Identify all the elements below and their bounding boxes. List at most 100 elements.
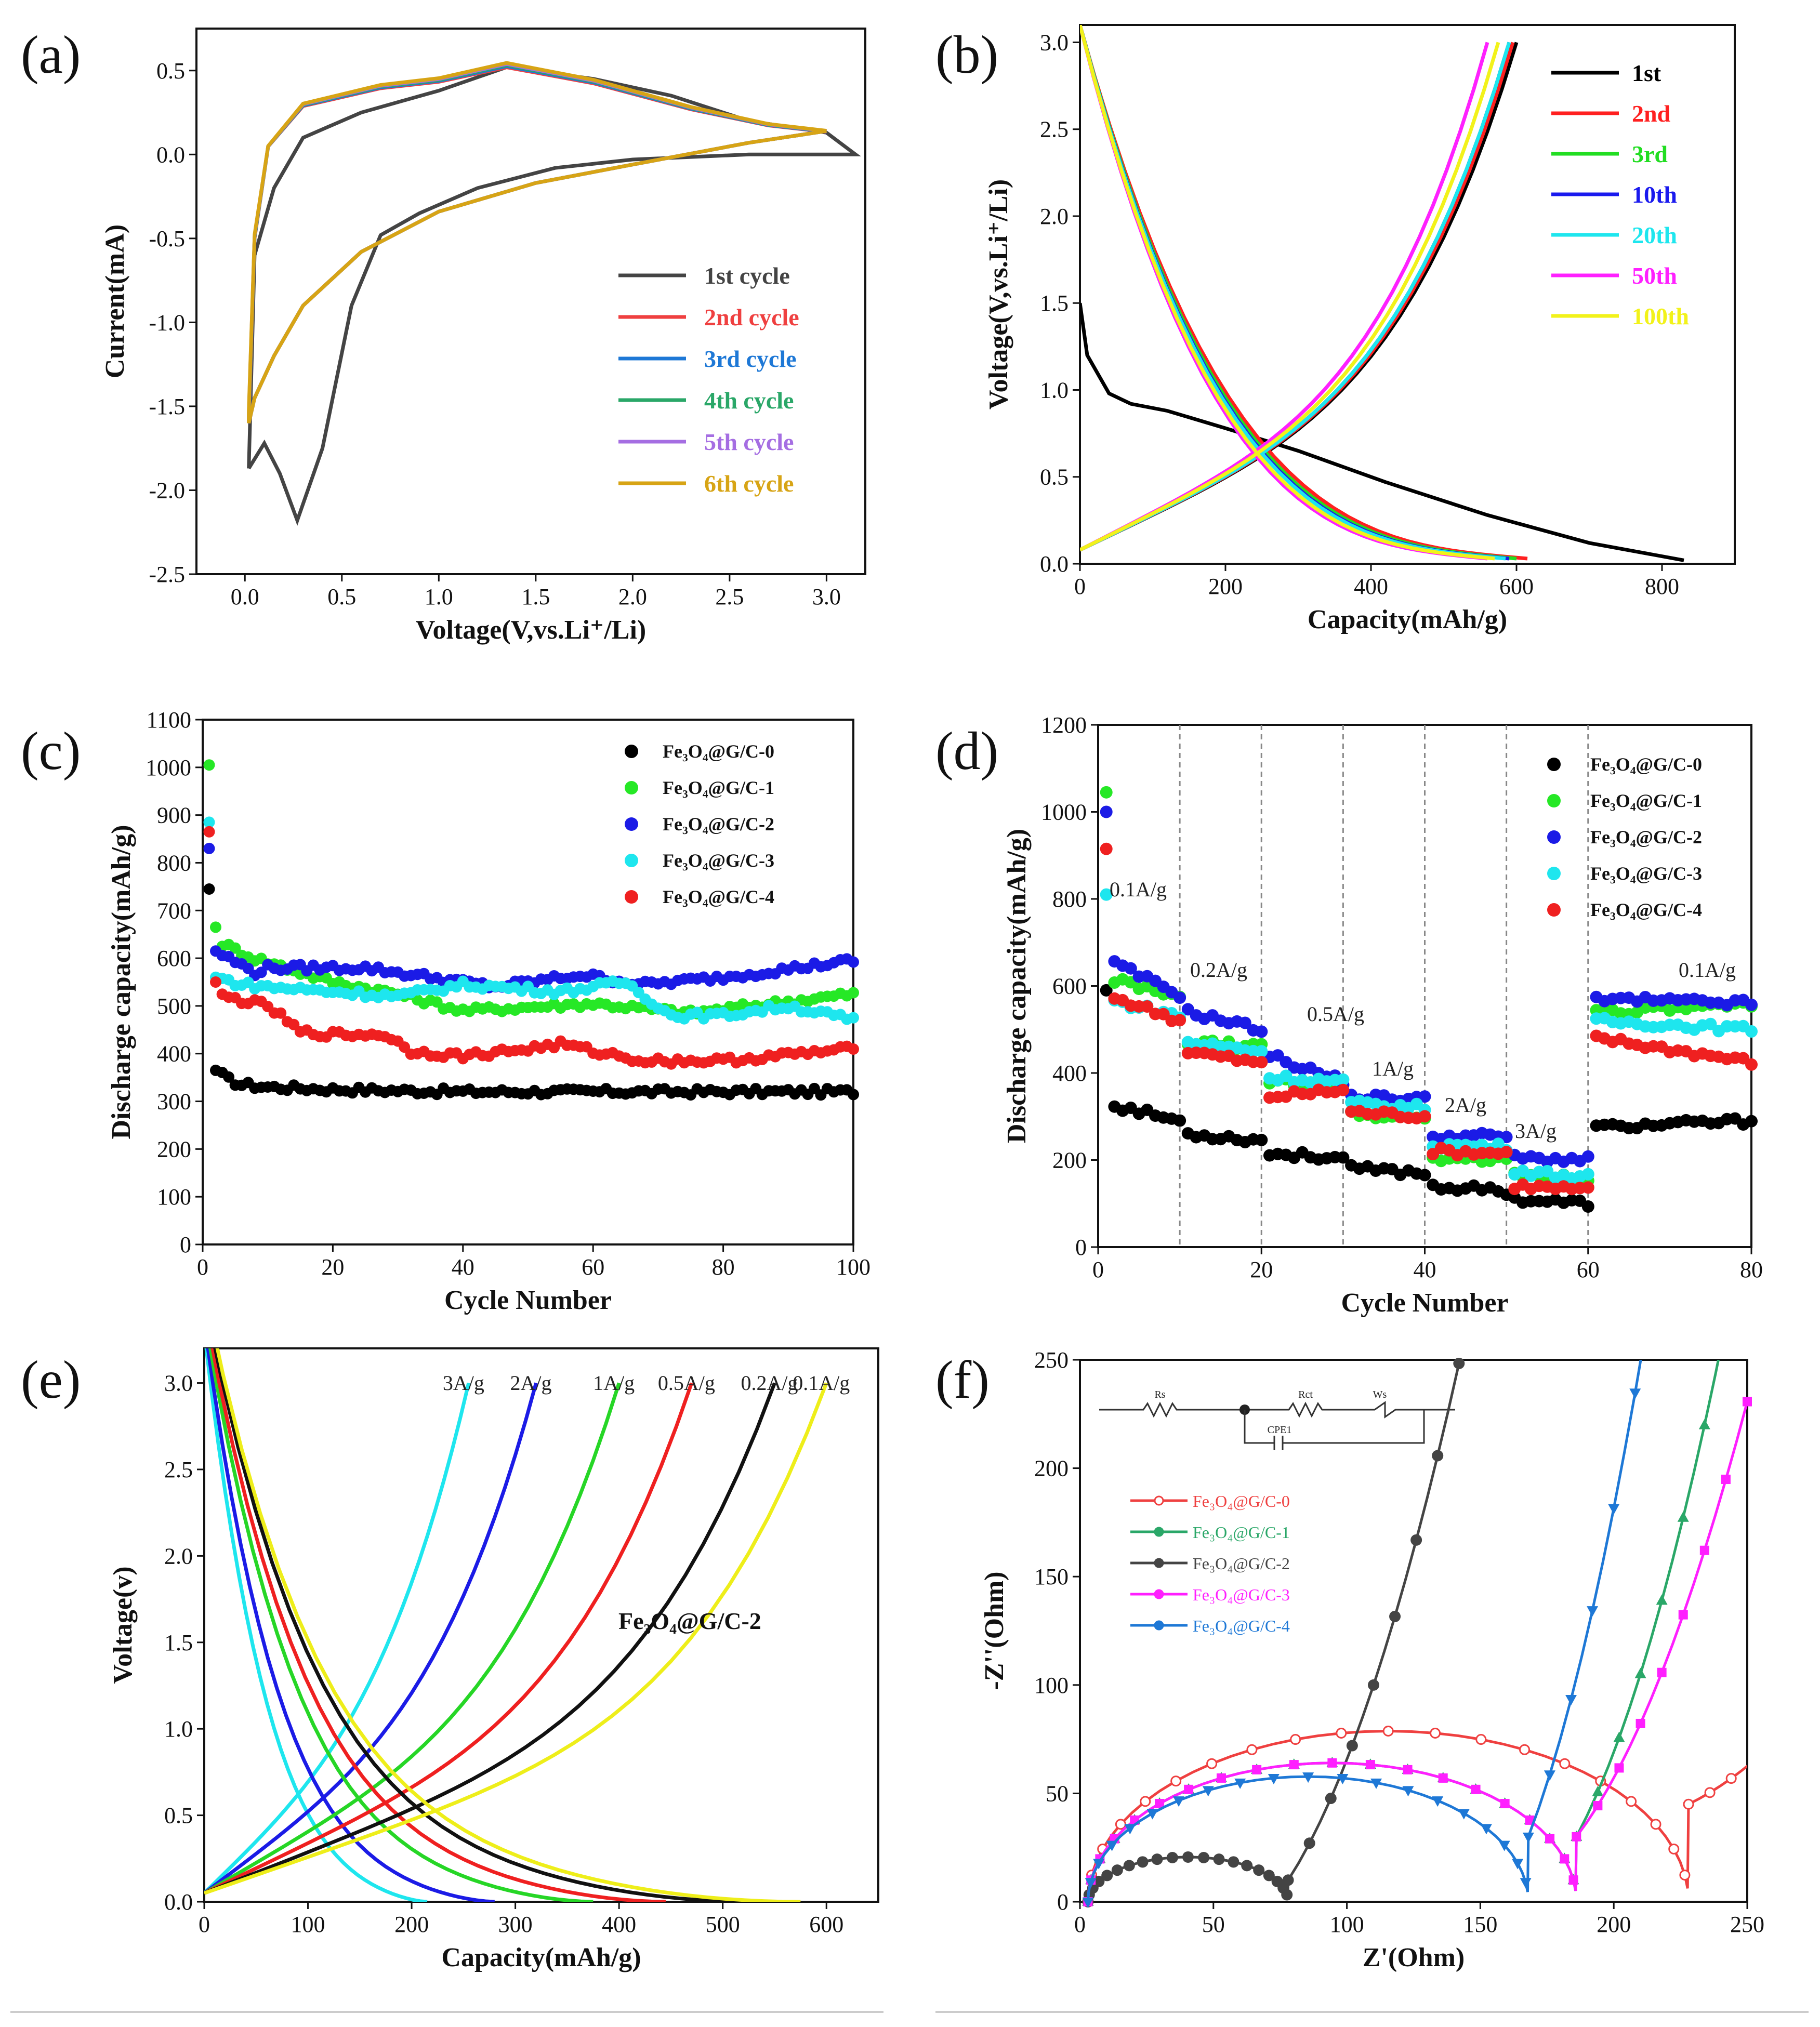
legend-marker	[1154, 1620, 1164, 1631]
data-point	[1453, 1357, 1465, 1369]
data-point	[1402, 1786, 1414, 1797]
y-tick-label: 1.5	[1040, 290, 1069, 316]
x-tick-label: 60	[1577, 1257, 1600, 1282]
data-point	[1173, 991, 1186, 1004]
y-tick-label: 400	[157, 1041, 191, 1067]
charge-curve-100th	[1080, 42, 1500, 552]
data-point	[1337, 1151, 1350, 1164]
data-point	[1745, 1115, 1758, 1128]
legend-label: Fe₃O₄@G/C-0	[1590, 754, 1702, 775]
data-point	[1725, 1773, 1737, 1784]
data-point	[1430, 1728, 1441, 1739]
data-point	[255, 966, 267, 978]
x-axis-title: Cycle Number	[1341, 1288, 1508, 1318]
data-point	[1581, 1181, 1594, 1194]
data-point	[1082, 1898, 1094, 1908]
data-point	[1157, 1008, 1170, 1021]
data-point	[1337, 1073, 1350, 1086]
data-point	[1678, 1610, 1688, 1620]
data-point	[1519, 1744, 1531, 1755]
x-tick-label: 200	[1208, 574, 1243, 599]
panel-f: 0 50 100 150 200 250 0 50 100 150 200 250 Z'(Ohm) -Z'…	[935, 1347, 1764, 1972]
x-tick-label: 0	[1074, 1912, 1086, 1937]
discharge-curve-0.2A/g	[213, 1348, 749, 1902]
rate-curve-label: 1A/g	[593, 1371, 635, 1395]
legend-label: Fe₃O₄@G/C-4	[1193, 1617, 1290, 1635]
y-axis-title: Discharge capacity(mAh/g)	[107, 825, 136, 1139]
discharge-curve-100th	[1080, 25, 1495, 561]
x-axis-title: Cycle Number	[444, 1286, 612, 1315]
data-point	[1202, 1786, 1214, 1797]
data-point	[210, 921, 221, 933]
plot-frame	[195, 28, 866, 575]
data-point	[1626, 1796, 1637, 1807]
y-axis-title: Discharge capacity(mAh/g)	[1002, 829, 1032, 1143]
legend-label: Fe₃O₄@G/C-3	[1193, 1585, 1290, 1604]
data-point	[1565, 1694, 1577, 1705]
data-point	[1418, 1110, 1431, 1123]
data-point	[848, 1089, 859, 1101]
data-point	[1124, 962, 1137, 975]
data-point	[1568, 1875, 1578, 1885]
y-tick-label: 400	[1052, 1061, 1087, 1086]
rate-curve-label: 0.5A/g	[658, 1371, 715, 1395]
x-tick-label: 100	[836, 1254, 871, 1280]
panel-label: (e)	[21, 1350, 81, 1410]
data-point	[1581, 1150, 1594, 1163]
rate-label: 1A/g	[1372, 1057, 1414, 1080]
data-point	[1498, 1840, 1510, 1851]
x-tick-label: 200	[1597, 1912, 1631, 1937]
data-point	[1141, 1000, 1154, 1013]
y-tick-label: 1000	[146, 755, 191, 780]
x-tick-label: 0.5	[327, 584, 356, 610]
data-point	[203, 842, 215, 854]
data-point	[1146, 1809, 1158, 1820]
x-tick-label: 600	[1499, 574, 1534, 599]
data-point	[1252, 1765, 1262, 1774]
rate-curve-label: 2A/g	[510, 1371, 552, 1395]
data-point	[1268, 1774, 1280, 1785]
data-point	[1255, 1133, 1268, 1146]
legend-marker	[625, 817, 638, 831]
y-tick-label: 1200	[1041, 712, 1087, 738]
data-point	[1581, 1168, 1594, 1181]
y-tick-label: 900	[157, 803, 191, 828]
data-point	[848, 1012, 859, 1024]
data-point	[1123, 1860, 1135, 1872]
data-point	[1679, 1870, 1691, 1881]
discharge-curve-0.5A/g	[210, 1348, 666, 1902]
panel-label: (f)	[935, 1350, 990, 1410]
data-point	[1410, 1534, 1422, 1546]
data-point	[1246, 1744, 1258, 1755]
y-tick-label: 50	[1046, 1781, 1069, 1806]
charge-curve-2nd	[1080, 42, 1515, 552]
y-tick-label: 2.0	[164, 1543, 193, 1569]
data-point	[848, 956, 859, 968]
data-point	[1704, 1787, 1716, 1798]
y-tick-label: 100	[1034, 1673, 1069, 1698]
x-tick-label: 300	[498, 1912, 533, 1937]
data-point	[1213, 1853, 1225, 1865]
y-tick-label: 700	[157, 898, 191, 923]
data-point	[1721, 1475, 1731, 1485]
data-point	[1608, 1504, 1620, 1515]
x-axis-title: Capacity(mAh/g)	[441, 1943, 641, 1972]
data-point	[1656, 1594, 1668, 1605]
x-tick-label: 60	[582, 1254, 604, 1280]
y-tick-label: 0	[1075, 1235, 1087, 1260]
discharge-curve-1A/g	[208, 1348, 594, 1902]
x-tick-label: 0.0	[231, 584, 259, 610]
y-tick-label: 0	[180, 1232, 191, 1257]
plot-frame	[202, 719, 854, 1246]
legend-label: Fe₃O₄@G/C-1	[1193, 1523, 1290, 1542]
y-tick-label: 300	[157, 1089, 191, 1115]
discharge-curve-2nd	[1080, 25, 1528, 561]
data-point	[1100, 805, 1113, 818]
legend-label: 10th	[1632, 181, 1677, 208]
data-point	[1683, 1798, 1694, 1810]
data-point	[1085, 1878, 1097, 1889]
data-point	[1698, 1419, 1710, 1429]
panel-label: (c)	[21, 721, 81, 781]
